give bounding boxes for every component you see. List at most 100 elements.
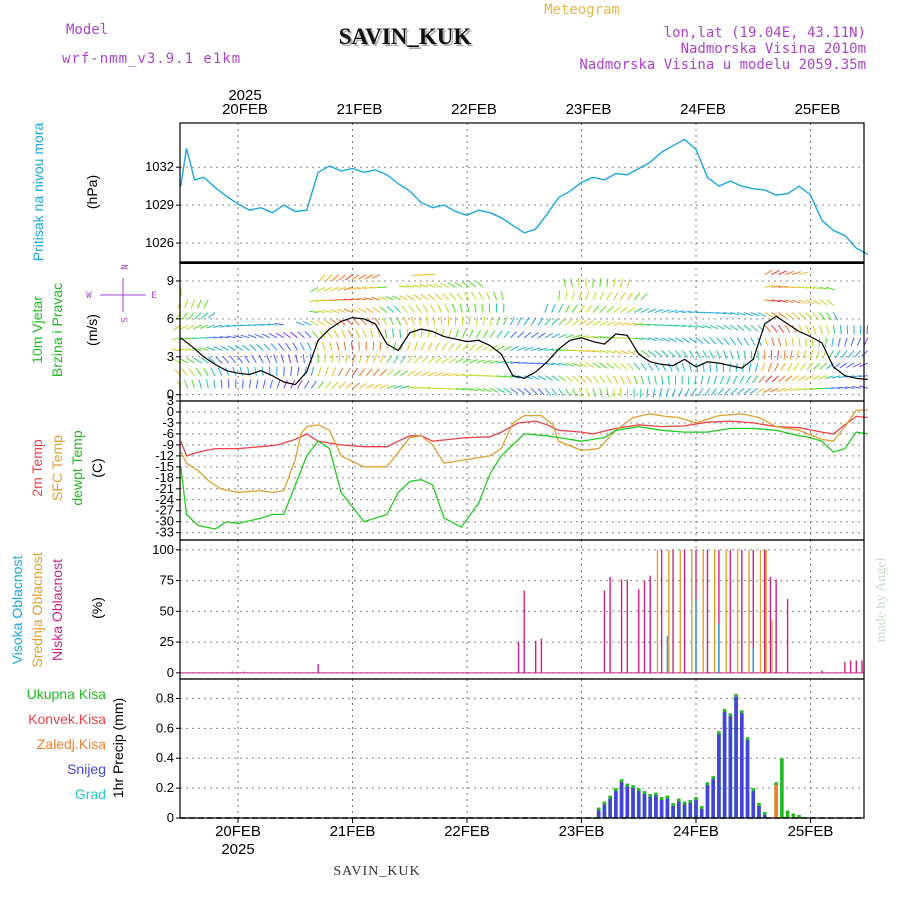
bottom-date-label: 22FEB xyxy=(444,823,490,840)
y-tick-label: 0 xyxy=(167,665,174,680)
wind-barb xyxy=(771,285,781,288)
wind-barb xyxy=(551,375,560,382)
wind-barb xyxy=(826,299,835,306)
wind-barb xyxy=(688,362,692,372)
wind-barb xyxy=(599,320,609,326)
wind-barb xyxy=(530,347,540,351)
wind-barb xyxy=(321,341,326,351)
wind-barb xyxy=(248,379,252,389)
wind-barb xyxy=(709,363,712,373)
wind-barb xyxy=(798,324,804,334)
wind-barb xyxy=(255,379,259,389)
wind-barb xyxy=(748,362,752,373)
wind-barb xyxy=(399,328,402,338)
wind-barb xyxy=(606,349,616,354)
wind-barb xyxy=(358,354,363,364)
wind-barb xyxy=(750,387,759,394)
wind-barb xyxy=(730,312,740,316)
wind-barb xyxy=(752,375,759,384)
wind-barb xyxy=(239,366,244,376)
wind-barb xyxy=(317,380,325,389)
wind-barb xyxy=(713,375,718,385)
wind-barb xyxy=(640,337,650,341)
wind-barb xyxy=(791,312,800,319)
wind-barb xyxy=(210,367,216,376)
wind-barb xyxy=(324,319,333,326)
wind-barb xyxy=(462,374,472,377)
wind-barb xyxy=(379,354,385,364)
wind-barb xyxy=(371,297,381,301)
wind-barb xyxy=(750,312,760,317)
wind-barb xyxy=(530,375,540,380)
pressure-unit: (hPa) xyxy=(84,175,100,209)
wind-barb xyxy=(386,354,392,364)
wind-barb xyxy=(492,291,498,301)
wind-barb xyxy=(240,334,250,339)
product-title: Meteogram xyxy=(544,2,620,18)
wind-barb xyxy=(510,387,519,394)
wind-barb xyxy=(743,337,750,346)
wind-barb xyxy=(661,337,671,342)
pressure-line xyxy=(180,138,869,256)
wind-barb xyxy=(351,308,360,313)
wind-barb xyxy=(188,312,195,320)
wind-barb xyxy=(723,312,733,315)
panel-frame xyxy=(179,122,865,263)
wind-barb xyxy=(537,388,545,396)
precip-bar xyxy=(648,797,652,818)
wind-barb xyxy=(418,316,422,326)
wind-barb xyxy=(613,321,623,326)
wind-barb xyxy=(199,324,209,329)
wind-barb xyxy=(319,330,326,339)
precip-bar xyxy=(734,696,738,818)
wind-barb xyxy=(707,375,711,385)
wind-barb xyxy=(254,366,257,376)
wind-barb xyxy=(229,355,237,364)
y-tick-label: 3 xyxy=(167,393,174,408)
wind-barb xyxy=(523,331,532,339)
wind-barb xyxy=(352,367,358,377)
wind-barb xyxy=(377,328,381,338)
wind-barb xyxy=(275,332,285,339)
wind-barb xyxy=(318,274,326,282)
wind-barb xyxy=(570,278,573,288)
cloud-label-3: Niska Oblacnost xyxy=(49,559,65,661)
wind-barb xyxy=(384,328,388,338)
wind-barb xyxy=(688,337,697,344)
wind-barb xyxy=(778,299,788,303)
wind-barb xyxy=(420,371,430,377)
wind-barb xyxy=(585,335,595,339)
wind-barb xyxy=(784,337,788,347)
wind-barb xyxy=(723,350,727,360)
wind-barb xyxy=(503,316,508,326)
wind-barb xyxy=(790,387,800,392)
wind-barb xyxy=(805,299,815,305)
precip-bar xyxy=(728,716,733,818)
wind-barb xyxy=(804,375,814,381)
wind-barb xyxy=(572,334,582,339)
wind-barb xyxy=(771,375,779,383)
y-tick-label: 1032 xyxy=(145,159,174,174)
wind-barb xyxy=(345,382,353,389)
temp-label-1: 2m Temp xyxy=(29,439,45,497)
y-tick-label: 9 xyxy=(167,273,174,288)
wind-barb xyxy=(302,320,312,326)
wind-barb xyxy=(689,311,699,314)
wind-barb xyxy=(510,331,518,339)
wind-barb xyxy=(818,337,821,347)
wind-barb xyxy=(269,379,274,389)
wind-barb xyxy=(186,324,195,330)
wind-barb xyxy=(640,388,642,398)
wind-barb xyxy=(668,324,678,327)
wind-barb xyxy=(503,330,510,339)
wind-barb xyxy=(344,308,353,314)
wind-barb xyxy=(743,350,747,360)
wind-barb xyxy=(198,379,202,389)
wind-barb xyxy=(468,343,477,351)
wind-barb xyxy=(179,324,188,331)
wind-barb xyxy=(852,362,862,368)
top-date-label: 24FEB xyxy=(680,101,726,118)
wind-barb xyxy=(372,354,378,364)
wind-barb xyxy=(304,331,312,339)
wind-barb xyxy=(661,350,669,357)
